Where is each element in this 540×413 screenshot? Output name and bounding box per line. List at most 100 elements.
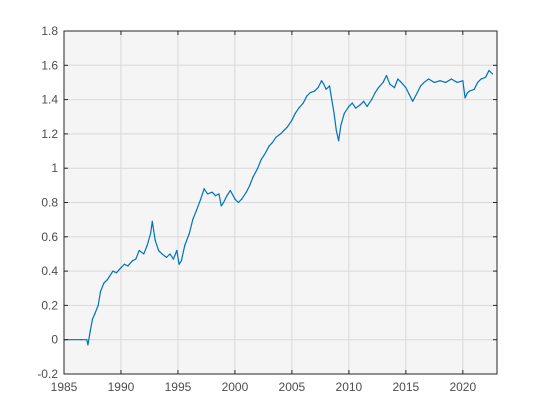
data-point: [188, 232, 190, 234]
data-point: [428, 78, 430, 80]
data-point: [279, 133, 282, 135]
x-tick-label: 2020: [449, 380, 476, 394]
data-point: [97, 304, 99, 306]
data-point: [445, 81, 447, 84]
data-point: [268, 145, 270, 147]
y-tick-label: 1.8: [41, 24, 58, 38]
data-point: [477, 81, 479, 84]
data-point: [245, 191, 247, 193]
data-point: [200, 198, 202, 200]
data-point: [397, 78, 399, 80]
data-point: [106, 279, 108, 281]
data-point: [150, 232, 152, 234]
data-point: [120, 267, 122, 269]
data-point: [464, 97, 466, 99]
data-point: [439, 80, 441, 82]
y-tick-label: 0: [51, 333, 58, 347]
x-tick-label: 1995: [165, 380, 192, 394]
data-point: [298, 107, 300, 109]
data-point: [241, 198, 243, 200]
data-point: [192, 219, 194, 221]
data-point: [220, 205, 222, 207]
data-point: [263, 153, 266, 156]
x-tick-label: 2000: [222, 380, 249, 394]
data-point: [491, 73, 494, 75]
data-point: [234, 198, 236, 200]
data-point: [412, 100, 414, 102]
data-point: [151, 220, 153, 222]
data-point: [355, 107, 357, 109]
data-point: [226, 195, 228, 197]
data-point: [328, 85, 331, 87]
x-tick-label: 2010: [336, 380, 363, 394]
data-point: [206, 193, 209, 195]
data-point: [87, 344, 89, 346]
x-tick-label: 2015: [392, 380, 419, 394]
data-point: [252, 176, 254, 178]
data-point: [359, 104, 361, 106]
data-point: [143, 253, 145, 255]
data-point: [211, 191, 213, 193]
y-tick-label: 0.4: [41, 264, 58, 278]
data-point: [456, 81, 458, 84]
data-point: [416, 92, 418, 94]
data-point: [314, 90, 316, 92]
data-point: [351, 102, 353, 104]
data-point: [195, 210, 197, 212]
data-point: [400, 81, 402, 84]
data-point: [317, 87, 319, 89]
data-point: [103, 282, 105, 284]
y-tick-label: 0.6: [41, 230, 58, 244]
data-point: [229, 189, 231, 192]
series-layer: [63, 69, 494, 346]
data-point: [165, 256, 168, 258]
data-point: [222, 201, 225, 204]
data-point: [218, 193, 220, 195]
data-point: [462, 80, 464, 82]
data-point: [180, 260, 182, 262]
data-point: [335, 129, 337, 132]
x-tick-label: 1985: [51, 380, 78, 394]
data-point: [131, 260, 133, 262]
y-tick-label: 1.6: [41, 58, 58, 72]
data-point: [385, 74, 388, 77]
y-tick-label: 1.2: [41, 127, 58, 141]
data-point: [260, 159, 262, 161]
ticks: [63, 30, 497, 375]
data-point: [86, 339, 88, 341]
data-point: [283, 129, 285, 132]
data-point: [323, 83, 325, 85]
data-point: [340, 124, 342, 126]
data-point: [257, 167, 259, 169]
x-tick-label: 2005: [279, 380, 306, 394]
data-point: [286, 126, 288, 128]
data-point: [433, 81, 435, 84]
y-tick-label: 1.4: [41, 93, 58, 107]
data-point: [473, 88, 475, 90]
data-point: [309, 92, 311, 94]
data-point: [157, 249, 160, 252]
x-tick-labels: 1985 1990 1995 2000 2005 2010 2015 2020: [51, 380, 477, 394]
data-point: [331, 99, 333, 101]
data-point: [408, 93, 410, 96]
data-point: [176, 249, 178, 252]
data-point: [382, 81, 384, 84]
y-tick-label: 0.2: [41, 298, 58, 312]
data-point: [302, 102, 304, 104]
data-point: [480, 78, 482, 80]
y-tick-label: -0.2: [37, 367, 58, 381]
data-point: [89, 330, 91, 332]
data-point: [91, 318, 94, 320]
data-point: [371, 99, 373, 101]
data-point: [112, 270, 114, 272]
data-point: [123, 263, 125, 265]
data-point: [338, 140, 340, 142]
data-point: [127, 265, 129, 267]
data-point: [146, 244, 148, 246]
data-point: [469, 90, 471, 92]
data-point: [423, 81, 425, 84]
data-point: [249, 184, 251, 186]
data-point: [393, 87, 396, 89]
data-point: [161, 253, 163, 255]
y-tick-label: 1: [51, 161, 58, 175]
